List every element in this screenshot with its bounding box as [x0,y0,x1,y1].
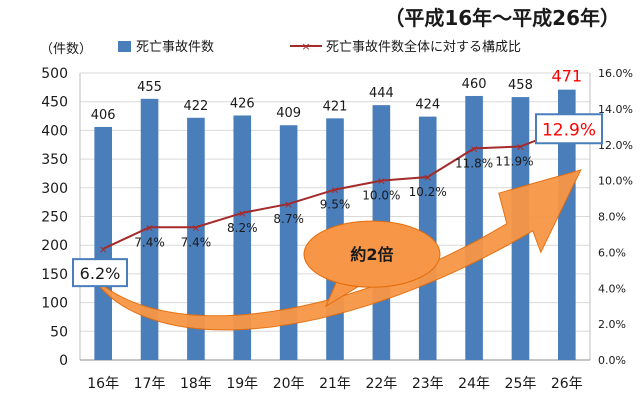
x-tick-label: 26年 [551,376,583,392]
x-tick-label: 25年 [505,376,537,392]
ratio-marker: × [330,184,339,197]
bar-20年 [279,125,298,360]
x-tick-label: 22年 [365,376,397,392]
y-tick-label: 200 [41,238,68,254]
ratio-marker: × [238,207,247,220]
ratio-line [102,127,568,250]
ratio-marker: × [377,175,386,188]
bar-value-label: 458 [508,78,533,93]
bar-value-label: 406 [91,108,116,123]
ratio-marker: × [284,198,293,211]
y-tick-label: 50 [50,324,68,340]
callout-text: 約2倍 [350,245,393,264]
ratio-value-label: 7.4% [134,235,165,249]
bar-18年 [187,117,205,360]
bar-value-label: 460 [462,77,487,92]
x-tick-label: 17年 [134,376,166,392]
x-tick-label: 19年 [226,376,258,392]
bar-value-label: 444 [369,86,394,101]
bar-19年 [233,115,252,360]
ratio-marker: × [145,221,154,234]
ratio-label-first: 6.2% [80,264,121,283]
y2-tick-label: 6.0% [598,246,626,259]
bar-value-label: 455 [137,80,162,95]
bar-value-label: 409 [276,106,301,121]
ratio-value-label: 10.2% [409,185,447,199]
x-tick-label: 21年 [319,376,351,392]
bar-value-label: 422 [183,99,208,114]
ratio-value-label: 7.4% [181,235,212,249]
ratio-marker: × [516,141,525,154]
y-tick-label: 0 [59,353,68,369]
y2-tick-label: 8.0% [598,211,626,224]
legend-swatch-bars [118,41,131,52]
bar-value-label: 424 [415,98,440,113]
bar-24年 [465,95,483,361]
x-tick-label: 23年 [412,376,444,392]
y-tick-label: 350 [41,152,68,168]
bar-value-label: 426 [230,96,255,111]
y2-tick-label: 16.0% [598,67,633,80]
y-tick-label: 450 [41,95,68,111]
ratio-value-label: 9.5% [320,198,351,212]
y-tick-label: 100 [41,296,68,312]
callout-arrow [88,169,582,331]
period-title: （平成16年～平成26年） [384,6,620,30]
y2-tick-label: 14.0% [598,103,633,116]
y2-tick-label: 12.0% [598,139,633,152]
y-axis-title: （件数） [40,42,92,57]
y2-tick-label: 4.0% [598,282,626,295]
legend-label-line: 死亡事故件数全体に対する構成比 [326,39,521,55]
x-tick-label: 20年 [273,376,305,392]
y-tick-label: 300 [41,181,68,197]
y2-tick-label: 0.0% [598,354,626,367]
ratio-marker: × [469,142,478,155]
cropped-title-remnant [20,0,340,6]
legend-label-bars: 死亡事故件数 [136,40,214,55]
y-tick-label: 250 [41,210,68,226]
y-tick-label: 150 [41,267,68,283]
bar-17年 [140,98,159,360]
x-tick-label: 18年 [180,376,212,392]
y-tick-label: 400 [41,123,68,139]
x-tick-label: 24年 [458,376,490,392]
ratio-marker: × [99,243,108,256]
ratio-box-last [535,113,603,145]
x-tick-label: 16年 [87,376,119,392]
bar-value-label: 471 [552,67,583,86]
ratio-box-first [72,258,128,288]
ratio-value-label: 11.9% [495,155,533,169]
ratio-value-label: 8.7% [273,212,304,226]
callout-bubble [303,220,441,288]
ratio-value-label: 11.8% [455,156,493,170]
ratio-label-last: 12.9% [542,120,596,140]
ratio-marker: × [423,171,432,184]
y2-tick-label: 10.0% [598,175,633,188]
y-tick-label: 500 [41,66,68,82]
bar-value-label: 421 [323,99,348,114]
ratio-value-label: 8.2% [227,221,258,235]
bar-16年 [94,126,112,361]
legend-marker-line: × [301,40,310,53]
bar-26年 [558,89,576,361]
y2-tick-label: 2.0% [598,318,626,331]
ratio-value-label: 10.0% [362,189,400,203]
ratio-marker: × [191,221,200,234]
